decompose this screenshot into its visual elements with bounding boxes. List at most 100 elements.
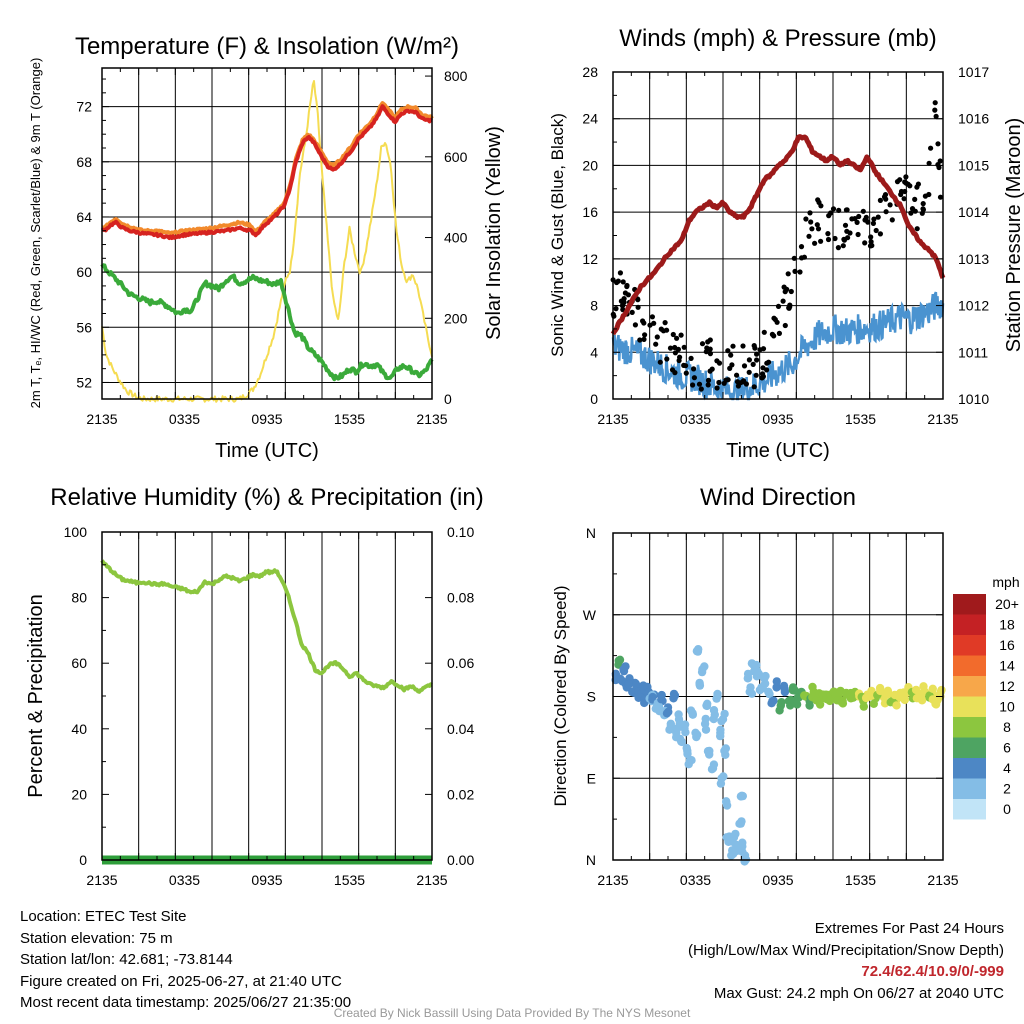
gust-point (887, 202, 893, 208)
x-tick-label: 0935 (251, 411, 282, 427)
colorbar-swatch (953, 696, 986, 717)
gust-point (723, 377, 729, 383)
temperature-title: Temperature (F) & Insolation (W/m²) (75, 33, 459, 60)
gust-point (637, 337, 643, 343)
y-tick-label: 0 (590, 391, 598, 407)
gust-point (780, 298, 786, 304)
gust-point (691, 366, 697, 372)
y2-tick-label: 400 (444, 230, 468, 246)
gust-point (926, 160, 932, 166)
gust-point (832, 235, 838, 242)
y2-tick-label: 1011 (958, 344, 988, 360)
gust-point (825, 231, 831, 237)
series-line-insolation (101, 80, 433, 403)
created-text: Figure created on Fri, 2025-06-27, at 21… (20, 972, 342, 990)
colorbar-label: 8 (1003, 719, 1011, 735)
wind-direction-point (716, 725, 725, 734)
gust-point (658, 326, 664, 332)
y-tick-label: 4 (590, 344, 598, 360)
gust-point (615, 278, 621, 284)
x-tick-label: 0335 (169, 872, 200, 888)
wind-direction-point (745, 687, 754, 696)
colorbar-label: 16 (999, 637, 1015, 653)
gust-point (815, 226, 822, 232)
gust-point (814, 222, 820, 228)
gust-point (641, 336, 647, 342)
gust-point (909, 206, 916, 212)
wind-direction-point (937, 685, 946, 695)
wind-direction-point (681, 728, 690, 737)
wind-direction-point (716, 779, 726, 788)
colorbar-swatch (953, 778, 986, 799)
gust-point (705, 377, 712, 383)
wind-direction-point (752, 666, 762, 675)
y-tick-label: 12 (582, 251, 598, 267)
x-tick-label: 2135 (927, 872, 958, 888)
gust-point (781, 284, 787, 290)
series-line-wind (611, 291, 945, 401)
gust-point (914, 184, 920, 190)
gust-point (873, 227, 879, 234)
y-tick-label: 100 (64, 524, 88, 540)
y-tick-label: 68 (76, 154, 92, 170)
gust-point (776, 330, 783, 336)
x-tick-label: 0335 (680, 872, 711, 888)
wind-direction-point (666, 721, 676, 731)
colorbar-swatch (953, 635, 986, 656)
gust-point (690, 382, 696, 388)
colorbar-label: 4 (1003, 760, 1011, 776)
wind-direction-point (621, 662, 630, 671)
gust-point (664, 356, 670, 362)
gust-point (678, 332, 684, 338)
gust-point (641, 320, 647, 326)
x-tick-label: 2135 (86, 411, 117, 427)
gust-point (871, 216, 877, 222)
wind-direction-point (686, 706, 696, 715)
y2-tick-label: 1010 (958, 391, 989, 407)
gust-point (825, 236, 832, 243)
gust-point (624, 282, 630, 289)
wind-direction-point (692, 732, 701, 742)
gust-point (856, 213, 862, 220)
extremes-values: 72.4/62.4/10.9/0/-999 (861, 963, 1004, 980)
gust-point (914, 226, 920, 232)
gust-point (828, 210, 834, 216)
x-tick-label: 0935 (762, 411, 793, 427)
gust-point (854, 219, 860, 225)
station-info: Location: ETEC Test Site Station elevati… (20, 906, 351, 1014)
wind-direction-point (738, 791, 747, 801)
gust-point (740, 343, 746, 349)
temperature-ylabel-left: 2m T, Tₑ, HI/WC (Red, Green, Scarlet/Blu… (28, 58, 43, 409)
wind-direction-point (767, 699, 776, 708)
gust-point (617, 270, 624, 276)
y-tick-label: 28 (582, 64, 598, 80)
y2-tick-label: 0.04 (447, 721, 474, 737)
gust-point (681, 344, 687, 350)
wind-direction-point (869, 699, 878, 708)
colorbar-label: 2 (1003, 781, 1011, 797)
gust-point (786, 305, 792, 311)
wind-direction-point (738, 838, 747, 847)
gust-point (782, 289, 788, 295)
wind-direction-point (777, 698, 786, 707)
gust-point (761, 329, 767, 335)
gust-point (754, 357, 760, 363)
gust-point (875, 214, 881, 220)
gust-point (889, 217, 895, 223)
wind-direction-point (709, 760, 719, 769)
wind-direction-ylabel: Direction (Colored By Speed) (551, 585, 570, 806)
gust-point (868, 234, 874, 240)
colorbar-title: mph (992, 574, 1019, 590)
elevation-text: Station elevation: 75 m (20, 929, 173, 947)
gust-point (672, 350, 679, 356)
gust-point (919, 210, 925, 216)
gust-point (806, 233, 812, 239)
y-tick-label: 40 (71, 721, 87, 737)
gust-point (728, 352, 734, 358)
series-line-dewpoint (100, 263, 434, 382)
wind-direction-point (775, 706, 784, 715)
gust-point (818, 238, 824, 244)
gust-point (926, 191, 932, 198)
y-tick-label: 52 (76, 374, 92, 390)
gust-point (657, 359, 663, 365)
